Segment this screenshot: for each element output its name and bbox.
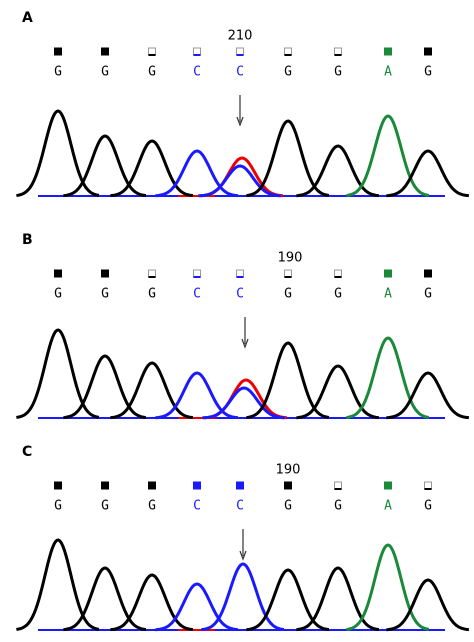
trace-peak bbox=[204, 378, 287, 420]
base-call: C bbox=[236, 499, 244, 514]
trace-peak bbox=[386, 371, 470, 420]
trace-peak bbox=[155, 582, 239, 632]
arrow-head bbox=[241, 338, 249, 349]
trace-peak bbox=[296, 364, 379, 420]
base-marker bbox=[284, 481, 292, 490]
base-call: C bbox=[236, 65, 244, 80]
trace-peak bbox=[346, 336, 430, 419]
base-call: G bbox=[284, 499, 292, 514]
arrow-head bbox=[236, 116, 244, 127]
base-call: G bbox=[424, 287, 432, 302]
base-call: G bbox=[101, 499, 109, 514]
base-call: C bbox=[193, 65, 201, 80]
base-call: A bbox=[384, 287, 392, 302]
base-marker bbox=[334, 269, 342, 278]
base-marker bbox=[193, 47, 201, 56]
base-marker bbox=[384, 481, 392, 490]
base-marker bbox=[284, 269, 292, 278]
base-call: G bbox=[334, 65, 342, 80]
trace-peak bbox=[386, 578, 469, 632]
base-call: G bbox=[424, 499, 432, 514]
base-call: A bbox=[384, 65, 392, 80]
base-marker bbox=[148, 481, 156, 490]
trace-peak bbox=[16, 109, 100, 197]
trace-peak bbox=[346, 114, 430, 197]
base-marker bbox=[334, 47, 342, 56]
base-marker bbox=[236, 481, 244, 490]
base-marker bbox=[54, 47, 62, 56]
trace-peak bbox=[296, 566, 380, 632]
base-marker bbox=[236, 269, 244, 278]
base-marker bbox=[101, 47, 109, 56]
trace-peak bbox=[246, 341, 330, 420]
base-call: G bbox=[334, 287, 342, 302]
base-marker bbox=[236, 47, 244, 56]
trace-peak bbox=[110, 361, 194, 420]
base-call: G bbox=[54, 65, 62, 80]
trace-peak bbox=[202, 386, 285, 420]
base-call: G bbox=[101, 287, 109, 302]
trace-peak bbox=[110, 573, 194, 632]
base-call: G bbox=[54, 499, 62, 514]
base-call: A bbox=[384, 499, 392, 514]
arrow-head bbox=[239, 550, 247, 561]
base-marker bbox=[101, 481, 109, 490]
trace-peak bbox=[246, 568, 330, 632]
base-marker bbox=[384, 47, 392, 56]
trace-peak bbox=[63, 134, 147, 198]
trace-peak bbox=[201, 562, 285, 632]
base-call: C bbox=[236, 287, 244, 302]
base-call: G bbox=[334, 499, 342, 514]
base-marker bbox=[424, 481, 432, 490]
trace-peak bbox=[296, 144, 379, 198]
base-call: G bbox=[54, 287, 62, 302]
trace-peak bbox=[110, 139, 194, 198]
base-call: G bbox=[101, 65, 109, 80]
base-call: G bbox=[284, 65, 292, 80]
base-marker bbox=[54, 481, 62, 490]
trace-peak bbox=[16, 328, 100, 419]
base-call: G bbox=[148, 287, 156, 302]
base-call: G bbox=[148, 65, 156, 80]
trace-peak bbox=[63, 566, 147, 632]
base-marker bbox=[424, 47, 432, 56]
base-marker bbox=[384, 269, 392, 278]
panel-label: C bbox=[22, 444, 32, 460]
trace-peak bbox=[198, 164, 281, 198]
panel-label: B bbox=[22, 232, 33, 248]
base-marker bbox=[424, 269, 432, 278]
trace-peak bbox=[16, 538, 100, 631]
base-marker bbox=[193, 269, 201, 278]
base-marker bbox=[148, 269, 156, 278]
base-marker bbox=[334, 481, 342, 490]
base-call: G bbox=[424, 65, 432, 80]
position-number: 210 bbox=[228, 29, 253, 44]
base-call: G bbox=[148, 499, 156, 514]
position-number: 190 bbox=[276, 463, 301, 478]
base-call: C bbox=[193, 499, 201, 514]
position-number: 190 bbox=[278, 251, 303, 266]
base-marker bbox=[284, 47, 292, 56]
trace-peak bbox=[346, 543, 430, 631]
trace-peak bbox=[155, 371, 239, 420]
base-call: C bbox=[193, 287, 201, 302]
trace-peak bbox=[63, 354, 147, 420]
base-marker bbox=[148, 47, 156, 56]
trace-peak bbox=[386, 149, 470, 198]
base-call: G bbox=[284, 287, 292, 302]
base-marker bbox=[193, 481, 201, 490]
trace-peak bbox=[155, 149, 239, 198]
base-marker bbox=[101, 269, 109, 278]
panel-label: A bbox=[22, 10, 33, 26]
base-marker bbox=[54, 269, 62, 278]
